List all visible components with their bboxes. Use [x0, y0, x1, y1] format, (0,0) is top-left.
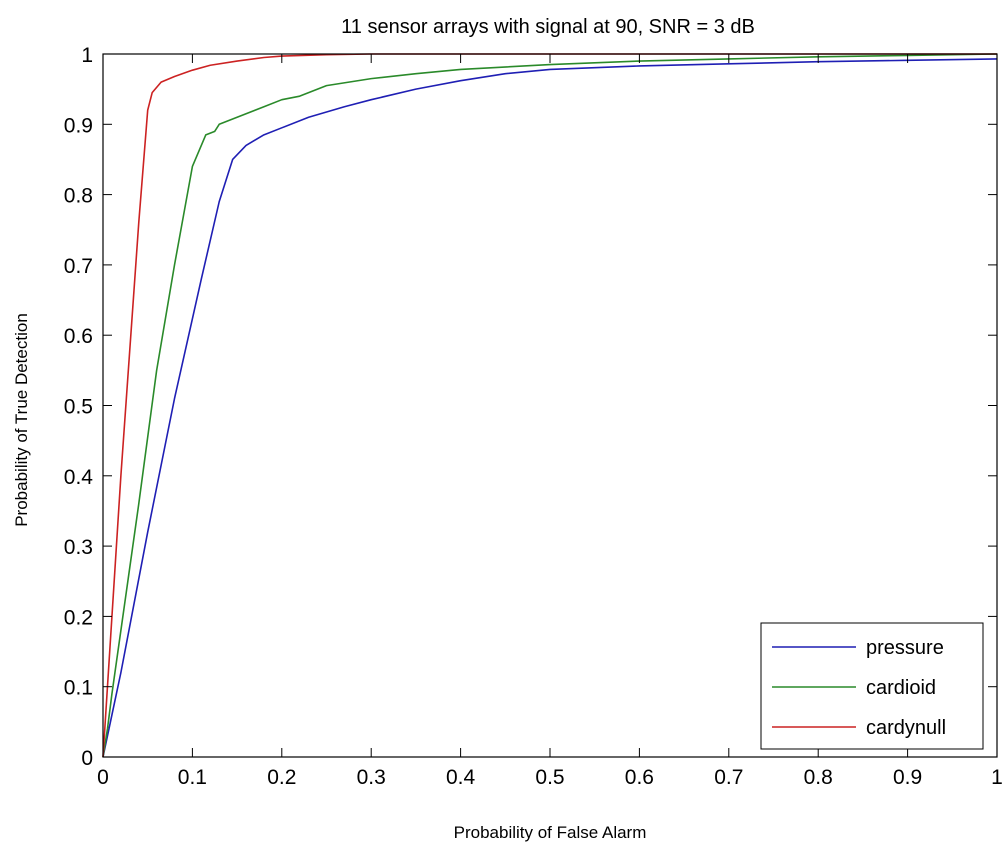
legend-box — [760, 622, 984, 750]
x-tick-label: 0.7 — [714, 766, 743, 789]
legend-entries: pressure cardioid cardynull — [772, 637, 946, 739]
y-tick-label: 0.4 — [64, 466, 94, 489]
y-tick-label: 0.1 — [64, 677, 93, 700]
legend: pressure cardioid cardynull — [760, 622, 984, 750]
x-tick-label: 0.2 — [267, 766, 296, 789]
ticks-layer: 0 0.1 0.2 0.3 0.4 0.5 0.6 0.7 0.8 0.9 1 0 0.1 0.2 0.3 0… — [64, 44, 1003, 789]
y-tick-label: 0.5 — [64, 396, 93, 419]
y-tick-label: 0.9 — [64, 114, 93, 137]
legend-label-cardynull: cardynull — [866, 717, 946, 739]
legend-label-pressure: pressure — [866, 637, 944, 659]
x-tick-label: 0.6 — [625, 766, 654, 789]
x-tick-label: 0.9 — [893, 766, 922, 789]
x-tick-label: 1 — [991, 766, 1003, 789]
y-tick-label: 0.8 — [64, 185, 93, 208]
chart-title: 11 sensor arrays with signal at 90, SNR … — [341, 16, 755, 38]
x-tick-label: 0.5 — [535, 766, 564, 789]
x-tick-label: 0.4 — [446, 766, 476, 789]
legend-label-cardioid: cardioid — [866, 677, 936, 699]
x-tick-label: 0.1 — [178, 766, 207, 789]
y-tick-label: 0 — [81, 747, 93, 770]
y-tick-label: 0.2 — [64, 606, 93, 629]
x-tick-label: 0 — [97, 766, 109, 789]
x-tick-label: 0.8 — [804, 766, 833, 789]
series-line-pressure — [102, 58, 998, 758]
y-tick-label: 0.3 — [64, 536, 93, 559]
x-axis-label: Probability of False Alarm — [454, 823, 647, 842]
x-tick-label: 0.3 — [357, 766, 386, 789]
y-tick-label: 0.7 — [64, 255, 93, 278]
y-tick-label: 1 — [81, 44, 93, 67]
y-axis-label: Probability of True Detection — [12, 313, 31, 527]
y-tick-label: 0.6 — [64, 325, 93, 348]
